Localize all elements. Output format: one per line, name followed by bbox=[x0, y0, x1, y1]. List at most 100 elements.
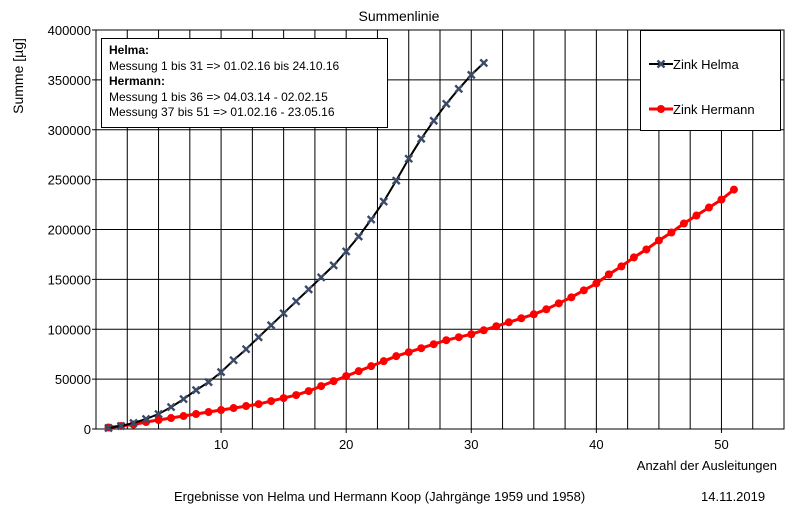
note-helma-header: Helma: bbox=[109, 43, 150, 57]
legend: Zink Helma Zink Hermann bbox=[640, 30, 781, 131]
data-point-helma bbox=[379, 197, 389, 206]
data-point-helma bbox=[479, 58, 489, 68]
x-tick-label: 50 bbox=[714, 437, 728, 452]
data-point-hermann bbox=[179, 412, 188, 421]
data-point-hermann bbox=[504, 318, 513, 327]
series-lines bbox=[104, 58, 738, 433]
data-point-hermann bbox=[292, 391, 301, 400]
y-tick-label: 250000 bbox=[48, 173, 91, 188]
data-point-hermann bbox=[367, 362, 376, 371]
data-point-hermann bbox=[454, 333, 463, 342]
data-point-hermann bbox=[392, 352, 401, 361]
x-tick-label: 10 bbox=[214, 437, 228, 452]
data-point-hermann bbox=[229, 404, 238, 413]
x-tick-label: 30 bbox=[464, 437, 478, 452]
series-markers-helma bbox=[104, 58, 489, 433]
data-point-hermann bbox=[629, 253, 638, 262]
y-tick-label: 150000 bbox=[48, 272, 91, 287]
data-point-hermann bbox=[492, 322, 501, 331]
data-point-helma bbox=[304, 285, 314, 294]
y-tick-label: 50000 bbox=[55, 372, 91, 387]
data-point-helma bbox=[341, 247, 351, 256]
data-point-helma bbox=[279, 308, 288, 318]
series-line-hermann bbox=[108, 188, 735, 429]
data-point-hermann bbox=[254, 400, 263, 409]
data-point-helma bbox=[141, 414, 151, 424]
data-point-hermann bbox=[304, 387, 313, 396]
data-point-hermann bbox=[329, 377, 338, 386]
data-point-hermann bbox=[517, 314, 526, 323]
data-point-helma bbox=[416, 134, 426, 144]
data-point-helma bbox=[179, 394, 188, 404]
data-point-hermann bbox=[717, 195, 726, 204]
data-point-helma bbox=[154, 409, 163, 419]
note-helma-line: Messung 1 bis 31 => 01.02.16 bis 24.10.1… bbox=[109, 58, 340, 73]
y-tick-label: 350000 bbox=[48, 73, 91, 88]
data-point-hermann bbox=[579, 286, 588, 295]
legend-item-helma: Zink Helma bbox=[649, 54, 739, 74]
x-tick-label: 20 bbox=[339, 437, 353, 452]
data-point-hermann bbox=[592, 279, 601, 288]
data-point-helma bbox=[441, 99, 451, 109]
y-tick-label: 300000 bbox=[48, 123, 91, 138]
data-point-helma bbox=[191, 385, 201, 395]
data-point-helma bbox=[129, 418, 138, 428]
data-point-hermann bbox=[154, 416, 163, 425]
note-hermann-line-1: Messung 1 bis 36 => 04.03.14 - 02.02.15 bbox=[109, 89, 328, 104]
footer-text: Ergebnisse von Helma und Hermann Koop (J… bbox=[174, 489, 586, 504]
data-point-hermann bbox=[692, 211, 701, 220]
data-point-hermann bbox=[479, 326, 488, 335]
data-point-hermann bbox=[704, 203, 713, 212]
y-tick-label: 0 bbox=[84, 422, 91, 437]
x-tick-label: 40 bbox=[589, 437, 603, 452]
data-point-helma bbox=[241, 344, 251, 354]
data-point-helma bbox=[216, 367, 226, 377]
data-point-helma bbox=[366, 215, 376, 224]
data-point-hermann bbox=[429, 340, 438, 349]
data-point-hermann bbox=[567, 293, 576, 302]
data-point-helma bbox=[266, 320, 276, 330]
measurement-notes: Helma: Messung 1 bis 31 => 01.02.16 bis … bbox=[101, 38, 388, 128]
footer-date: 14.11.2019 bbox=[701, 489, 766, 504]
data-point-hermann bbox=[554, 299, 563, 308]
data-point-helma bbox=[291, 296, 301, 306]
tick-labels: 0 50000 100000 150000 200000 250000 300000 3500… bbox=[48, 23, 729, 452]
data-point-hermann bbox=[654, 236, 663, 245]
data-point-hermann bbox=[204, 408, 213, 417]
data-point-hermann bbox=[217, 406, 226, 415]
legend-item-hermann: Zink Hermann bbox=[649, 99, 755, 119]
data-point-hermann bbox=[667, 228, 676, 237]
chart-title: Summenlinie bbox=[359, 8, 440, 24]
legend-label-hermann: Zink Hermann bbox=[673, 101, 755, 117]
y-tick-label: 100000 bbox=[48, 322, 91, 337]
data-point-hermann bbox=[442, 336, 451, 345]
data-point-helma bbox=[116, 421, 126, 431]
note-hermann-header: Hermann: bbox=[109, 74, 166, 88]
data-point-hermann bbox=[279, 394, 288, 403]
legend-label-helma: Zink Helma bbox=[673, 56, 739, 72]
legend-marker-hermann bbox=[649, 105, 673, 113]
legend-marker-helma bbox=[649, 59, 673, 69]
data-point-helma bbox=[254, 332, 263, 342]
data-point-helma bbox=[316, 273, 326, 282]
data-point-hermann bbox=[729, 185, 738, 194]
data-point-hermann bbox=[354, 367, 363, 376]
data-point-helma bbox=[204, 377, 213, 387]
series-markers-hermann bbox=[104, 185, 738, 432]
note-hermann-line-2: Messung 37 bis 51 => 01.02.16 - 23.05.16 bbox=[109, 105, 335, 119]
data-point-helma bbox=[329, 261, 339, 270]
data-point-hermann bbox=[542, 305, 551, 314]
data-point-hermann bbox=[267, 397, 276, 406]
data-point-hermann bbox=[417, 344, 426, 353]
data-point-hermann bbox=[642, 245, 651, 254]
data-point-helma bbox=[404, 154, 414, 164]
data-point-hermann bbox=[342, 372, 351, 381]
data-point-helma bbox=[354, 232, 364, 241]
data-point-hermann bbox=[192, 410, 201, 419]
data-point-hermann bbox=[679, 219, 688, 228]
data-point-helma bbox=[391, 176, 401, 185]
data-point-helma bbox=[104, 423, 113, 433]
data-point-helma bbox=[166, 402, 176, 412]
data-point-helma bbox=[466, 70, 476, 80]
data-point-hermann bbox=[467, 330, 476, 339]
